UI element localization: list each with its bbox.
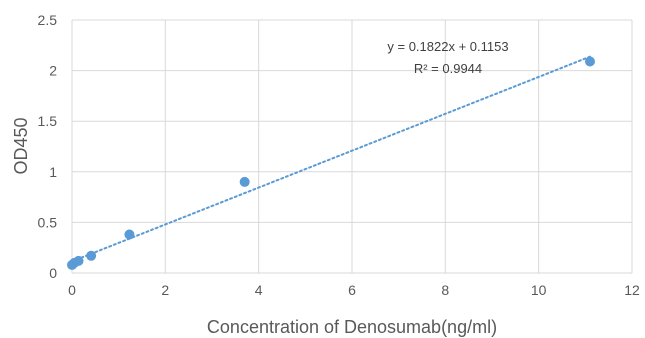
data-point: [73, 255, 84, 266]
gridlines: [71, 19, 633, 274]
x-tick-label: 2: [161, 282, 169, 298]
tick-labels: 0 2 4 6 8 10 12 0 0.5 1 1.5 2 2.5: [38, 12, 640, 298]
equation-label: y = 0.1822x + 0.1153: [387, 39, 508, 54]
x-tick-label: 10: [531, 282, 547, 298]
y-tick-label: 1: [49, 164, 57, 180]
y-tick-label: 0: [49, 265, 57, 281]
x-tick-label: 4: [255, 282, 263, 298]
x-tick-label: 0: [68, 282, 76, 298]
x-axis-title: Concentration of Denosumab(ng/ml): [207, 317, 497, 337]
y-tick-label: 1.5: [38, 113, 58, 129]
y-tick-label: 2.5: [38, 12, 58, 28]
x-tick-label: 12: [624, 282, 640, 298]
r-squared-label: R² = 0.9944: [414, 61, 482, 76]
data-point: [239, 176, 250, 187]
trendline: [71, 55, 591, 263]
y-tick-label: 2: [49, 63, 57, 79]
data-point: [124, 229, 135, 240]
trendline-layer: [71, 55, 591, 263]
data-point: [86, 250, 97, 261]
x-tick-label: 6: [348, 282, 356, 298]
y-tick-label: 0.5: [38, 214, 58, 230]
data-point: [585, 56, 595, 67]
data-points: [67, 56, 595, 270]
x-tick-label: 8: [441, 282, 449, 298]
y-axis-title: OD450: [11, 117, 31, 174]
